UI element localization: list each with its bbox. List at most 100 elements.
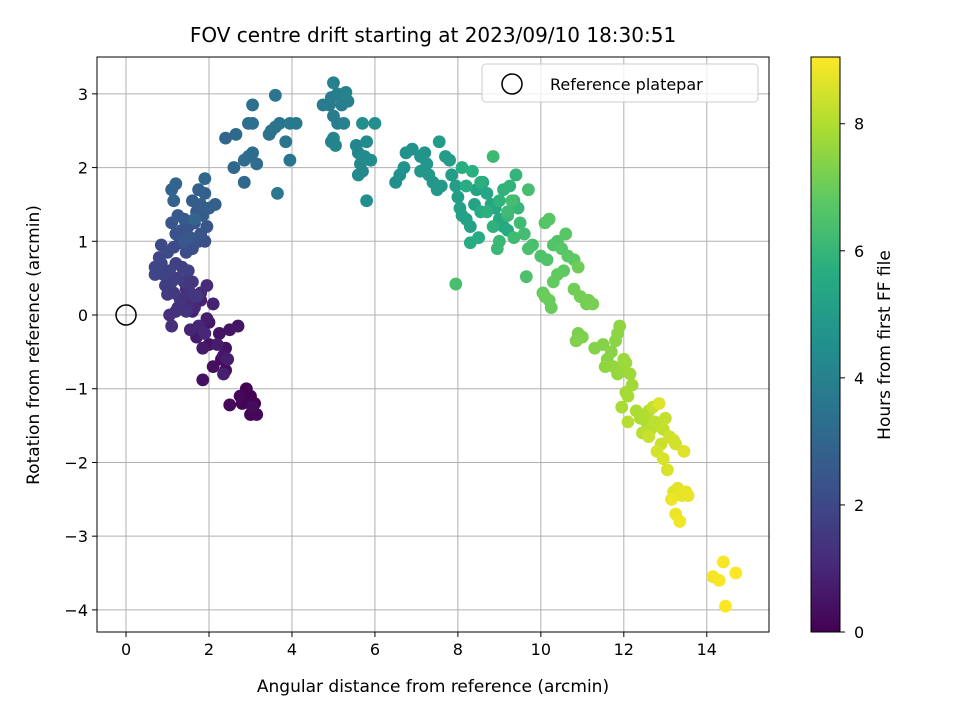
colorbar-gradient <box>810 56 841 633</box>
data-point <box>208 198 222 211</box>
data-point <box>586 297 600 311</box>
data-point <box>623 367 637 381</box>
reference-platepar-point <box>115 304 137 326</box>
data-point <box>167 194 181 208</box>
data-point <box>196 373 210 387</box>
data-point <box>492 194 506 208</box>
data-point <box>559 227 573 241</box>
plot-frame <box>96 56 770 633</box>
legend: Reference platepar <box>481 63 759 103</box>
data-point <box>503 179 517 193</box>
data-point <box>268 88 282 102</box>
data-point <box>246 116 259 130</box>
data-point <box>219 131 232 145</box>
y-axis-label: Rotation from reference (arcmin) <box>24 205 44 485</box>
data-point <box>505 194 519 208</box>
data-point <box>480 186 494 200</box>
data-point <box>206 297 220 311</box>
data-point <box>459 179 473 193</box>
data-point <box>660 463 674 477</box>
colorbar-ticks: 0 2 4 6 8 <box>840 115 864 642</box>
data-point <box>171 271 185 285</box>
data-point <box>621 415 635 429</box>
data-point <box>227 161 241 174</box>
data-point <box>507 231 521 245</box>
y-tick-label: 2 <box>78 159 88 178</box>
data-point <box>445 168 459 182</box>
data-point <box>271 186 284 200</box>
data-point <box>519 270 533 284</box>
data-point <box>526 238 539 252</box>
colorbar-label: Hours from first FF file <box>875 250 895 440</box>
data-point <box>165 319 179 333</box>
x-axis-label: Angular distance from reference (arcmin) <box>257 677 609 697</box>
colorbar-tick-label: 8 <box>854 115 864 134</box>
data-point <box>463 220 477 233</box>
data-point <box>273 116 286 130</box>
data-point <box>177 212 191 226</box>
data-point <box>677 444 691 458</box>
data-point <box>196 341 210 355</box>
data-point <box>613 319 627 333</box>
data-point <box>509 168 523 182</box>
data-point <box>289 116 303 130</box>
data-point <box>200 220 214 233</box>
legend-box <box>481 63 759 103</box>
data-point <box>237 153 251 167</box>
data-point <box>569 334 583 348</box>
data-point <box>621 389 635 403</box>
data-point <box>546 275 560 289</box>
y-tick-label: 1 <box>78 232 88 251</box>
data-point <box>192 183 206 197</box>
y-tick-label: −4 <box>64 601 88 620</box>
legend-reference-marker <box>501 73 523 95</box>
data-point <box>231 319 245 333</box>
x-tick-label: 4 <box>287 640 297 659</box>
data-point <box>665 492 678 506</box>
data-point <box>544 301 558 315</box>
colorbar: 0 2 4 6 8 Hours from first FF file <box>810 56 895 642</box>
data-point <box>212 327 226 340</box>
data-point <box>223 398 237 412</box>
data-point <box>360 135 374 149</box>
colorbar-tick-label: 0 <box>854 623 864 642</box>
data-point <box>183 231 197 245</box>
data-point <box>669 437 683 451</box>
data-point <box>246 146 259 160</box>
data-point <box>356 116 369 130</box>
data-point <box>327 76 340 90</box>
data-point <box>198 327 212 340</box>
data-point <box>673 515 687 528</box>
data-point <box>418 146 432 160</box>
data-point <box>250 157 264 171</box>
y-tick-label: −3 <box>64 527 88 546</box>
data-point <box>681 489 695 503</box>
data-point <box>455 161 469 174</box>
data-point <box>596 338 610 351</box>
x-tick-label: 14 <box>697 640 717 659</box>
data-point <box>351 168 365 182</box>
data-point <box>658 411 672 425</box>
data-point <box>571 260 585 274</box>
data-point <box>451 190 465 204</box>
data-point <box>405 142 419 156</box>
scatter-points <box>115 76 743 613</box>
y-tick-label: −2 <box>64 453 88 472</box>
data-point <box>397 161 411 174</box>
data-point <box>474 175 488 189</box>
data-point <box>283 153 297 167</box>
data-point <box>449 179 463 193</box>
data-point <box>443 153 456 167</box>
data-point <box>169 177 183 191</box>
data-point <box>463 236 477 250</box>
data-point <box>221 352 235 366</box>
colorbar-tick-label: 6 <box>854 242 864 261</box>
data-point <box>368 116 382 130</box>
data-point <box>329 139 342 152</box>
grid-lines <box>97 57 769 632</box>
data-point <box>246 98 259 112</box>
data-point <box>729 566 743 580</box>
colorbar-tick-label: 2 <box>854 496 864 515</box>
